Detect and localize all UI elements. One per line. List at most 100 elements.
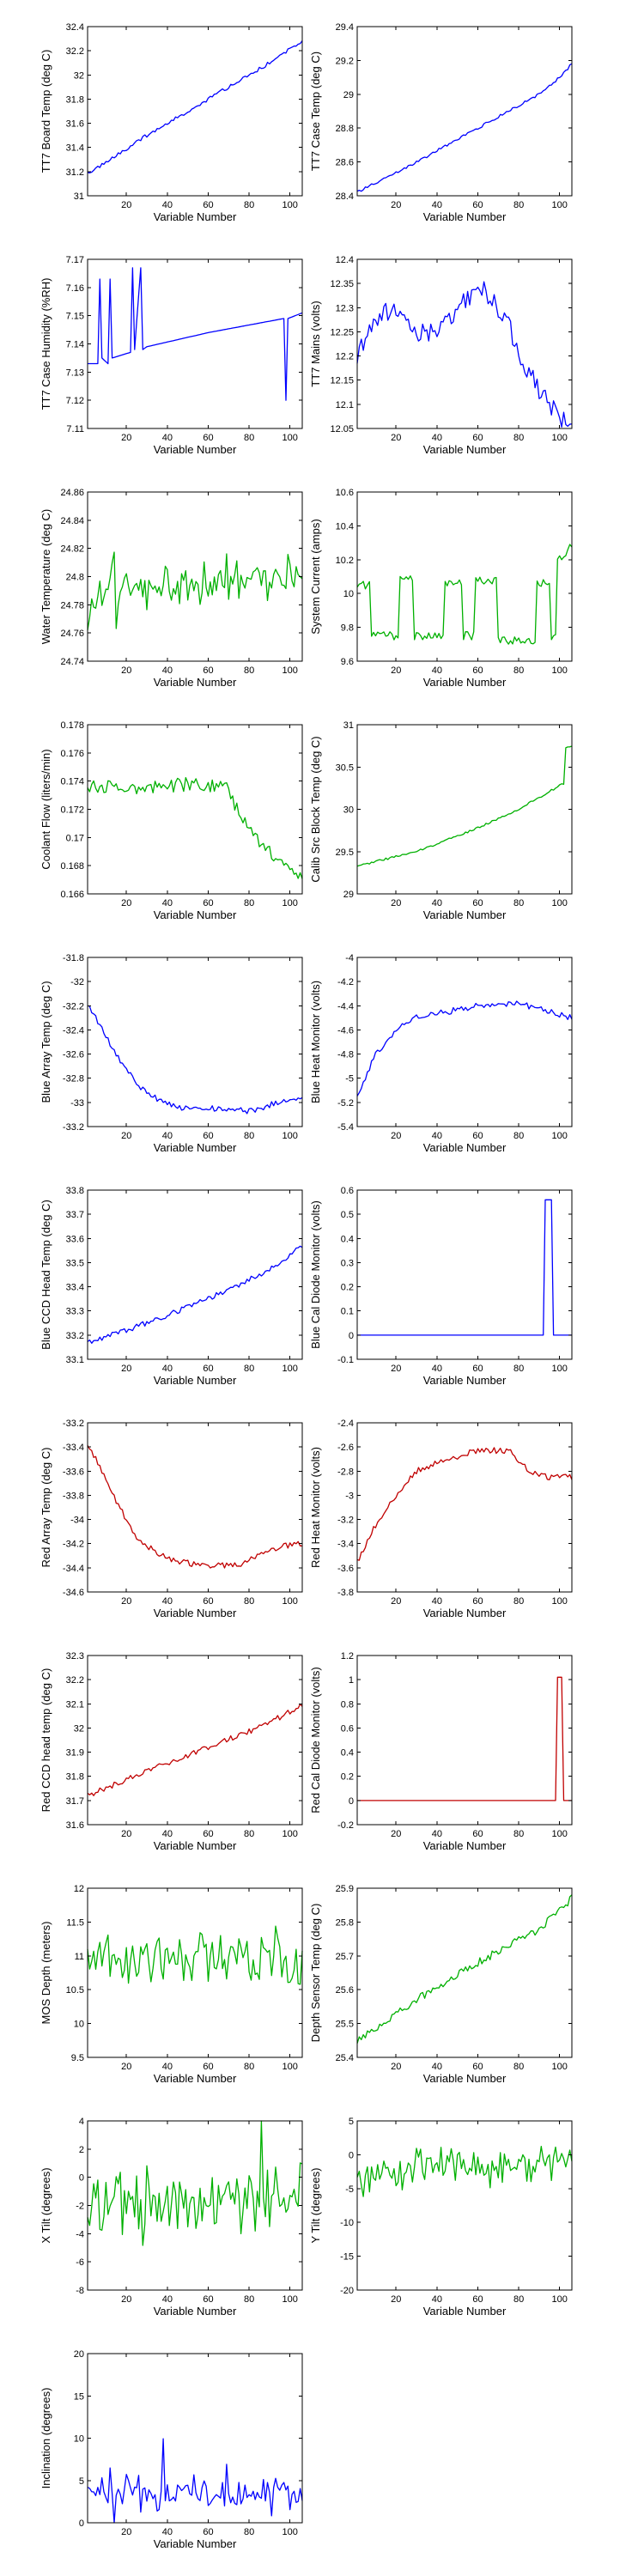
x-tick-label: 100 (283, 898, 298, 908)
x-tick-label: 20 (121, 1364, 131, 1374)
x-tick-label: 80 (244, 898, 254, 908)
plot-frame (87, 724, 303, 895)
y-tick-label: 12.15 (330, 376, 354, 386)
x-axis-label: Variable Number (154, 2537, 237, 2550)
y-tick-label: 0.8 (341, 1699, 354, 1710)
y-tick-label: -4 (345, 953, 354, 963)
x-axis-label: Variable Number (154, 1141, 237, 1154)
x-tick-label: 100 (552, 665, 568, 676)
series-line (87, 2438, 303, 2524)
y-tick-label: 0.6 (341, 1186, 354, 1196)
x-tick-label: 60 (203, 2527, 213, 2537)
x-tick-label: 60 (203, 898, 213, 908)
x-tick-label: 40 (162, 1131, 173, 1141)
x-tick-label: 40 (162, 898, 173, 908)
y-tick-label: 32.1 (66, 1699, 84, 1710)
chart-panel-16: 20 40 60 80 100 -0.2 0 0.2 0.4 0.6 0.8 1 1.2 Variable… (309, 1651, 573, 1852)
y-tick-label: 31.7 (66, 1796, 84, 1807)
y-tick-label: -5.2 (337, 1098, 354, 1109)
y-tick-label: -33.2 (63, 1419, 84, 1429)
x-axis-label: Variable Number (423, 1839, 507, 1852)
x-tick-label: 40 (162, 1364, 173, 1374)
x-tick-label: 100 (283, 1131, 298, 1141)
chart-panel-1: 20 40 60 80 100 31 31.2 31.4 31.6 31.8 32 32.2 32.4 V… (39, 22, 303, 223)
y-tick-label: -2 (76, 2202, 84, 2212)
x-tick-label: 40 (432, 1596, 442, 1607)
y-tick-label: 33.2 (66, 1331, 84, 1341)
x-tick-label: 20 (391, 1131, 401, 1141)
y-tick-label: 0 (349, 1796, 354, 1807)
y-tick-label: 15 (74, 2391, 84, 2402)
x-tick-label: 80 (244, 1131, 254, 1141)
y-tick-label: 31.2 (66, 167, 84, 178)
chart-panel-21: 20 40 60 80 100 0 5 10 15 20 Variable Number Inclin… (39, 2349, 303, 2550)
y-axis-label: Red Heat Monitor (volts) (309, 1447, 322, 1568)
y-tick-label: -2.6 (337, 1443, 354, 1453)
y-tick-label: -33.2 (63, 1122, 84, 1133)
y-tick-label: 1.2 (341, 1651, 354, 1662)
y-axis-label: System Current (amps) (309, 519, 322, 634)
y-tick-label: 0.168 (60, 861, 84, 872)
y-tick-label: -3.2 (337, 1516, 354, 1526)
y-tick-label: 7.15 (66, 312, 84, 322)
x-tick-label: 80 (513, 2062, 524, 2072)
x-tick-label: 60 (472, 1829, 483, 1839)
series-line (87, 40, 303, 173)
y-tick-label: 4 (79, 2117, 84, 2127)
y-tick-label: 29.4 (336, 22, 354, 33)
chart-panel-3: 20 40 60 80 100 7.11 7.12 7.13 7.14 7.15 7.16 7.17 V… (39, 255, 303, 456)
chart-panel-20: 20 40 60 80 100 -20 -15 -10 -5 0 5 Variable Number Y… (309, 2117, 573, 2318)
plot-frame (356, 1189, 573, 1360)
x-tick-label: 20 (391, 1829, 401, 1839)
y-tick-label: 31.9 (66, 1748, 84, 1759)
y-tick-label: 0.176 (60, 749, 84, 759)
plot-frame (87, 26, 303, 197)
y-tick-label: -4 (76, 2229, 84, 2239)
x-tick-label: 60 (203, 2062, 213, 2072)
plot-frame (356, 1655, 573, 1826)
x-tick-label: 80 (244, 2062, 254, 2072)
y-tick-label: 25.8 (336, 1917, 354, 1928)
y-tick-label: 0.178 (60, 720, 84, 731)
x-tick-label: 40 (162, 665, 173, 676)
y-tick-label: -3.8 (337, 1588, 354, 1598)
y-tick-label: -15 (340, 2252, 354, 2263)
y-tick-label: 25.5 (336, 2020, 354, 2030)
y-tick-label: 0.174 (60, 777, 84, 787)
chart-panel-19: 20 40 60 80 100 -8 -6 -4 -2 0 2 4 Variable Number X T… (39, 2117, 303, 2318)
y-tick-label: 32.2 (66, 46, 84, 57)
y-tick-label: 24.74 (60, 657, 84, 667)
x-tick-label: 40 (432, 1364, 442, 1374)
y-axis-label: Red Cal Diode Monitor (volts) (309, 1667, 322, 1814)
x-tick-label: 60 (203, 1829, 213, 1839)
chart-panel-12: 20 40 60 80 100 -0.1 0 0.1 0.2 0.3 0.4 0.5 0.6 Variab… (309, 1186, 573, 1387)
y-tick-label: -3.4 (337, 1540, 354, 1550)
y-tick-label: -34 (70, 1516, 84, 1526)
x-axis-label: Variable Number (423, 676, 507, 689)
x-tick-label: 100 (552, 433, 568, 443)
plot-frame (356, 1887, 573, 2058)
y-tick-label: 31 (74, 191, 84, 202)
x-tick-label: 80 (244, 2527, 254, 2537)
x-tick-label: 40 (432, 2062, 442, 2072)
series-line (356, 2146, 573, 2197)
x-tick-label: 80 (244, 2294, 254, 2305)
x-tick-label: 60 (203, 1364, 213, 1374)
y-axis-label: Red Array Temp (deg C) (39, 1448, 52, 1568)
x-tick-label: 100 (283, 1829, 298, 1839)
y-tick-label: -2.8 (337, 1467, 354, 1477)
x-tick-label: 20 (121, 200, 131, 210)
x-tick-label: 80 (244, 665, 254, 676)
y-tick-label: -3.6 (337, 1564, 354, 1574)
x-tick-label: 60 (472, 433, 483, 443)
y-tick-label: 7.11 (66, 424, 84, 434)
x-tick-label: 40 (432, 200, 442, 210)
plot-frame (356, 724, 573, 895)
x-tick-label: 20 (391, 2294, 401, 2305)
x-tick-label: 20 (121, 898, 131, 908)
y-tick-label: 12.4 (336, 255, 354, 265)
plot-frame (87, 957, 303, 1127)
y-tick-label: 0.3 (341, 1258, 354, 1268)
y-tick-label: 32 (74, 70, 84, 81)
chart-panel-2: 20 40 60 80 100 28.4 28.6 28.8 29 29.2 29.4 Variabl… (309, 22, 573, 223)
